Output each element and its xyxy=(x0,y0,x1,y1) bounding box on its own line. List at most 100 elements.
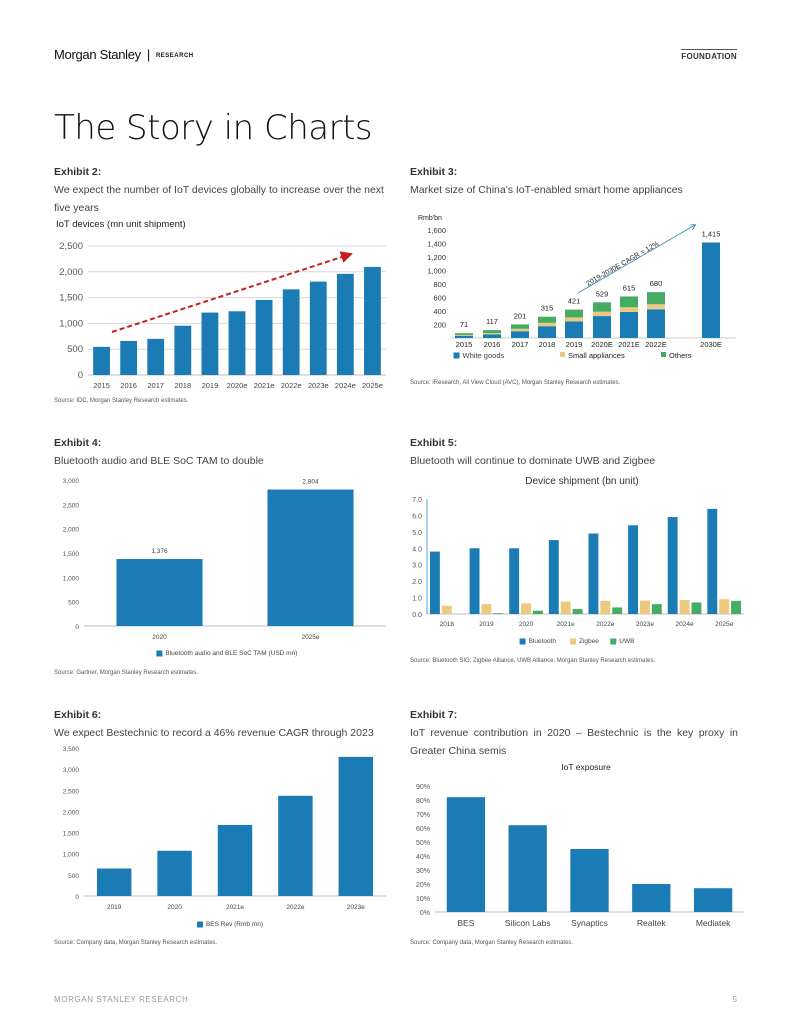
y-tick-label: 500 xyxy=(68,873,79,880)
footer-brand: MORGAN STANLEY RESEARCH xyxy=(54,995,189,1004)
x-tick-label: 2021e xyxy=(254,381,275,390)
exhibit-3: Exhibit 3: Market size of China's IoT-en… xyxy=(410,166,740,199)
legend-label: UWB xyxy=(619,638,634,645)
chart-bluetooth-tam: 0 500 1,000 1,500 2,000 2,500 3,000 2020 1,376 20… xyxy=(63,478,386,657)
bar-iot-devices-mn-unit-shipment xyxy=(228,311,246,375)
x-tick-label: Silicon Labs xyxy=(505,918,551,928)
data-label: 615 xyxy=(623,283,636,292)
bar-bluetooth xyxy=(548,540,559,614)
exhibit-subtitle: We expect Bestechnic to record a 46% rev… xyxy=(54,727,374,739)
y-tick-label: 200 xyxy=(433,321,446,330)
x-tick-label: 2020e xyxy=(227,381,248,390)
y-tick-label: 50% xyxy=(416,840,430,847)
bar-white-goods xyxy=(538,326,556,338)
bar-zigbee xyxy=(441,605,452,614)
bar-iot-exposure xyxy=(570,849,609,912)
brand-name: Morgan Stanley xyxy=(54,47,141,62)
exhibit-label: Exhibit 7: xyxy=(410,709,458,721)
exhibit-label: Exhibit 5: xyxy=(410,437,458,449)
bar-iot-exposure xyxy=(446,797,486,912)
cagr-arrow xyxy=(577,225,695,294)
exhibit-source: Source: IDC, Morgan Stanley Research est… xyxy=(54,398,189,404)
data-label: 2,804 xyxy=(302,479,319,486)
x-tick-label: 2021e xyxy=(226,904,244,911)
y-tick-label: 3,500 xyxy=(63,746,80,753)
legend-swatch xyxy=(196,921,203,928)
bar-others xyxy=(565,309,583,318)
bar-white-goods xyxy=(702,242,720,338)
y-tick-label: 400 xyxy=(433,307,446,316)
x-tick-label: 2019 xyxy=(566,340,583,349)
exhibit-source: Source: iResearch, All View Cloud (AVC),… xyxy=(410,380,621,386)
y-tick-label: 500 xyxy=(67,344,83,355)
y-tick-label: 3,000 xyxy=(63,767,80,774)
chart-bes-revenue: 0 500 1,000 1,500 2,000 2,500 3,000 3,500 2019 20… xyxy=(63,746,386,928)
x-tick-label: 2020 xyxy=(167,904,182,911)
bar-bes-rev-rmb-mn xyxy=(338,756,374,896)
x-tick-label: 2022E xyxy=(645,340,667,349)
bar-iot-exposure xyxy=(632,884,671,912)
exhibit-label: Exhibit 2: xyxy=(54,166,102,178)
exhibit-6: Exhibit 6: We expect Bestechnic to recor… xyxy=(54,709,389,742)
bar-iot-devices-mn-unit-shipment xyxy=(120,340,138,375)
exhibit-5: Exhibit 5: Bluetooth will continue to do… xyxy=(410,437,745,470)
bar-iot-devices-mn-unit-shipment xyxy=(282,289,300,375)
x-tick-label: 2017 xyxy=(512,340,529,349)
legend-swatch xyxy=(570,638,576,645)
exhibit-7: Exhibit 7: IoT revenue contribution in 2… xyxy=(410,709,738,760)
bar-white-goods xyxy=(647,309,665,338)
bar-iot-exposure xyxy=(508,825,547,912)
bar-iot-exposure xyxy=(693,888,733,912)
y-tick-label: 1,200 xyxy=(427,253,446,262)
y-tick-label: 40% xyxy=(416,854,430,861)
bar-zigbee xyxy=(719,599,730,614)
y-tick-label: 0 xyxy=(75,894,79,901)
legend-label: Small appliances xyxy=(568,351,625,360)
exhibit-label: Exhibit 3: xyxy=(410,166,458,178)
x-tick-label: 2016 xyxy=(484,340,501,349)
bar-small-appliances xyxy=(455,335,473,336)
y-tick-label: 90% xyxy=(416,784,430,791)
bar-uwb xyxy=(612,607,623,614)
x-tick-label: 2023e xyxy=(347,904,365,911)
bar-white-goods xyxy=(455,335,473,338)
legend-swatch xyxy=(661,352,666,357)
exhibit-subtitle: Market size of China's IoT-enabled smart… xyxy=(410,184,683,196)
y-tick-label: 80% xyxy=(416,798,430,805)
bar-iot-devices-mn-unit-shipment xyxy=(93,346,110,375)
y-tick-label: 6.0 xyxy=(412,513,422,520)
x-tick-label: 2022e xyxy=(281,381,302,390)
bar-iot-devices-mn-unit-shipment xyxy=(336,273,354,375)
data-label: 529 xyxy=(596,289,609,298)
x-tick-label: 2018 xyxy=(539,340,556,349)
bar-small-appliances xyxy=(538,322,556,327)
x-tick-label: 2030E xyxy=(700,340,722,349)
bar-others xyxy=(538,316,556,323)
chart-title: IoT exposure xyxy=(561,762,611,772)
page-header: Morgan Stanley | RESEARCH FOUNDATION xyxy=(54,47,737,67)
brand-separator: | xyxy=(146,47,150,62)
y-tick-label: 800 xyxy=(433,280,446,289)
exhibit-source: Source: Gartner, Morgan Stanley Research… xyxy=(54,670,199,676)
y-tick-label: 600 xyxy=(433,294,446,303)
x-tick-label: 2020 xyxy=(152,634,167,641)
exhibit-source: Source: Bluetooth SIG, Zigbee Alliance, … xyxy=(410,658,656,664)
bar-bluetooth xyxy=(429,551,440,614)
bar-uwb xyxy=(691,602,702,614)
bar-others xyxy=(620,296,638,308)
bar-bluetooth-audio-and-ble-soc-tam-usd-mn xyxy=(116,559,203,626)
bar-small-appliances xyxy=(565,317,583,322)
data-label: 315 xyxy=(541,304,554,313)
bar-zigbee xyxy=(521,603,532,614)
x-tick-label: 2024e xyxy=(335,381,356,390)
x-tick-label: 2024e xyxy=(676,621,694,628)
exhibit-subtitle: We expect the number of IoT devices glob… xyxy=(54,184,384,214)
bar-small-appliances xyxy=(593,311,611,317)
bar-iot-devices-mn-unit-shipment xyxy=(201,312,219,375)
x-tick-label: Synaptics xyxy=(571,918,608,928)
bar-white-goods xyxy=(483,334,501,338)
x-tick-label: 2021e xyxy=(557,621,575,628)
bar-zigbee xyxy=(639,600,650,614)
bar-iot-devices-mn-unit-shipment xyxy=(364,266,381,375)
y-tick-label: 0% xyxy=(420,910,430,917)
